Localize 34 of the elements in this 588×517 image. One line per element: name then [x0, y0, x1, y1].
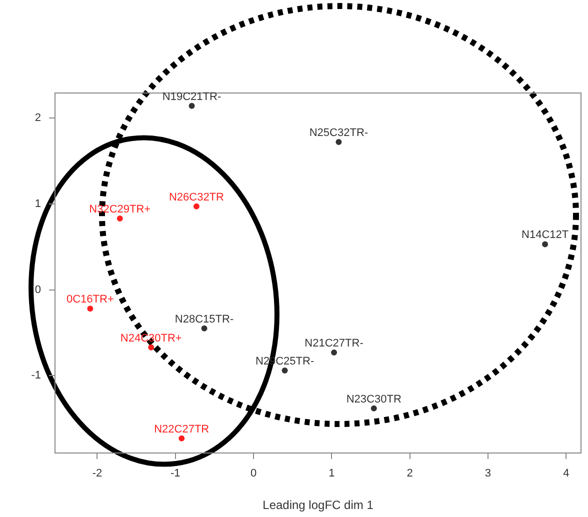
data-label: N23C30TR: [346, 393, 402, 406]
data-label: N14C12T: [522, 229, 569, 242]
point: [87, 306, 94, 312]
point: [331, 349, 338, 356]
data-label: N19C21TR-: [162, 90, 222, 103]
data-label: N25C32TR-: [309, 127, 368, 140]
point: [193, 203, 200, 210]
y-tick-label: 2: [34, 112, 41, 124]
point: [201, 325, 208, 332]
point: [148, 344, 154, 350]
point: [336, 138, 342, 145]
x-axis-title: Leading logFC dim 1: [262, 498, 374, 512]
data-label: N22C27TR: [154, 423, 210, 436]
y-tick-label: -1: [31, 370, 41, 382]
x-tick-label: 4: [563, 468, 570, 480]
x-tick-label: -2: [92, 468, 102, 480]
data-label: N21C27TR-: [304, 338, 364, 350]
y-tick-label: 0: [34, 284, 41, 296]
x-tick-label: 0: [250, 468, 257, 480]
data-label: N26C32TR: [168, 191, 224, 204]
x-tick-label: -1: [170, 468, 180, 480]
x-tick-label: 3: [484, 468, 492, 480]
data-label: 0C16TR+: [66, 294, 114, 306]
point: [178, 435, 185, 442]
point: [188, 102, 195, 109]
y-tick-label: 1: [34, 198, 41, 210]
data-label: N32C29TR+: [89, 203, 151, 216]
point: [542, 241, 548, 248]
data-label: N28C15TR-: [174, 313, 234, 326]
point: [116, 215, 123, 222]
x-tick-label: 2: [406, 468, 413, 480]
x-tick-label: 1: [328, 468, 335, 480]
point: [282, 368, 288, 374]
point: [370, 405, 377, 412]
